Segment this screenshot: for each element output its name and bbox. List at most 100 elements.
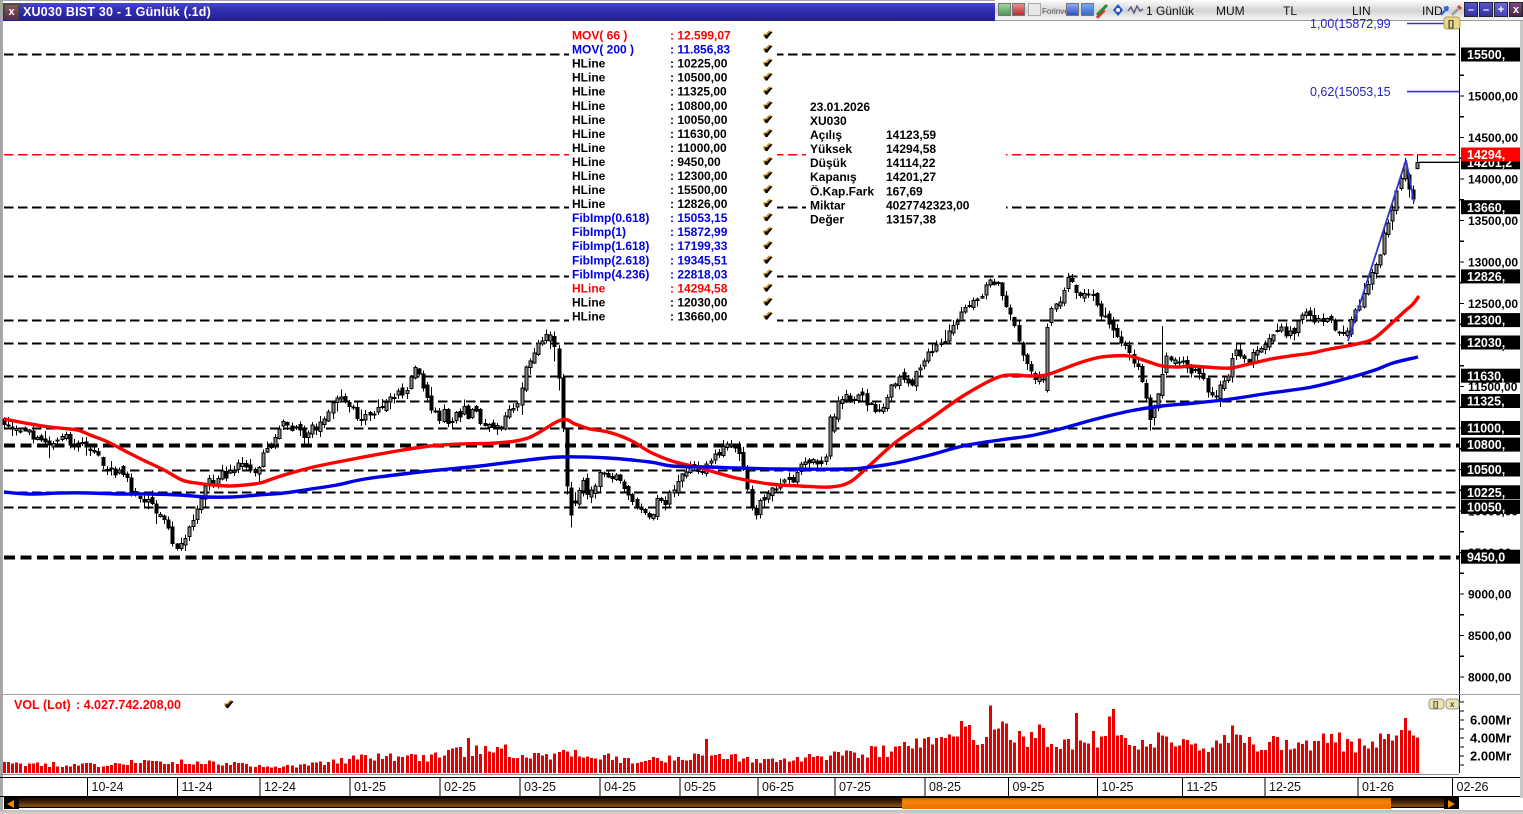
svg-text:HLine: HLine <box>572 281 606 295</box>
svg-text:: 10800,00: : 10800,00 <box>670 99 728 113</box>
svg-text:✔: ✔ <box>762 196 772 210</box>
svg-text:Kapanış: Kapanış <box>810 170 857 184</box>
svg-text:✔: ✔ <box>764 183 774 197</box>
svg-text:✔: ✔ <box>762 56 772 70</box>
svg-text:10500,: 10500, <box>1467 463 1505 477</box>
svg-text:: 17199,33: : 17199,33 <box>670 239 728 253</box>
svg-text:✔: ✔ <box>225 698 235 712</box>
svg-text:Değer: Değer <box>810 212 844 226</box>
svg-text:HLine: HLine <box>572 183 606 197</box>
svg-text:✔: ✔ <box>762 154 772 168</box>
svg-text:: 12.599,07: : 12.599,07 <box>670 29 731 43</box>
svg-text:✔: ✔ <box>762 140 772 154</box>
svg-text:x: x <box>1450 700 1455 709</box>
svg-text:: 22818,03: : 22818,03 <box>670 267 728 281</box>
svg-text:✔: ✔ <box>223 697 233 711</box>
svg-text:Açılış: Açılış <box>810 128 842 142</box>
svg-text:23.01.2026: 23.01.2026 <box>810 100 870 114</box>
svg-text:XU030: XU030 <box>810 114 847 128</box>
svg-text:01-26: 01-26 <box>1362 780 1394 794</box>
svg-text:✔: ✔ <box>762 98 772 112</box>
svg-text:03-25: 03-25 <box>524 780 556 794</box>
svg-text:02-26: 02-26 <box>1457 780 1489 794</box>
svg-text:✔: ✔ <box>764 169 774 183</box>
svg-text:10-24: 10-24 <box>92 780 124 794</box>
svg-text:14294,58: 14294,58 <box>886 142 936 156</box>
svg-text:FibImp(1.618): FibImp(1.618) <box>572 239 649 253</box>
svg-text:02-25: 02-25 <box>444 780 476 794</box>
svg-text:10800,: 10800, <box>1467 438 1505 452</box>
svg-text:✔: ✔ <box>764 155 774 169</box>
svg-text:HLine: HLine <box>572 155 606 169</box>
svg-text:: 10050,00: : 10050,00 <box>670 113 728 127</box>
svg-text:: 10500,00: : 10500,00 <box>670 71 728 85</box>
svg-text:14114,22: 14114,22 <box>886 156 936 170</box>
svg-text:✔: ✔ <box>764 239 774 253</box>
svg-text:Ö.Kap.Fark: Ö.Kap.Fark <box>810 183 874 198</box>
svg-text:0,62(15053,15: 0,62(15053,15 <box>1310 85 1391 99</box>
svg-text:15000,00: 15000,00 <box>1468 90 1518 104</box>
svg-text:Yüksek: Yüksek <box>810 142 852 156</box>
svg-text:14294,: 14294, <box>1467 148 1505 162</box>
svg-text:✔: ✔ <box>762 294 772 308</box>
svg-text:12300,: 12300, <box>1467 314 1505 328</box>
svg-text:09-25: 09-25 <box>1013 780 1045 794</box>
svg-text:12500,00: 12500,00 <box>1468 297 1518 311</box>
svg-text:6.00Mr: 6.00Mr <box>1470 713 1511 728</box>
svg-text:: 4.027.742.208,00: : 4.027.742.208,00 <box>76 698 181 712</box>
svg-text:✔: ✔ <box>764 310 774 324</box>
svg-text:11000,: 11000, <box>1467 422 1505 436</box>
svg-text:HLine: HLine <box>572 310 606 324</box>
svg-text:✔: ✔ <box>764 57 774 71</box>
svg-text:2.00Mr: 2.00Mr <box>1470 749 1511 764</box>
svg-text:✔: ✔ <box>762 126 772 140</box>
svg-text:✔: ✔ <box>762 252 772 266</box>
svg-text:: 11630,00: : 11630,00 <box>670 127 727 141</box>
svg-text:: 14294,58: : 14294,58 <box>670 281 728 295</box>
svg-text:: 19345,51: : 19345,51 <box>670 253 728 267</box>
svg-text:13000,00: 13000,00 <box>1468 256 1518 270</box>
svg-text:13660,: 13660, <box>1467 201 1505 215</box>
svg-text:: 15500,00: : 15500,00 <box>670 183 728 197</box>
svg-text:FibImp(0.618): FibImp(0.618) <box>572 211 649 225</box>
svg-text:14123,59: 14123,59 <box>886 128 936 142</box>
svg-text:✔: ✔ <box>764 267 774 281</box>
svg-text:11630,: 11630, <box>1467 369 1505 383</box>
svg-text:HLine: HLine <box>572 71 606 85</box>
svg-text:1,00(15872,99: 1,00(15872,99 <box>1310 17 1391 31</box>
svg-text:13157,38: 13157,38 <box>886 212 936 226</box>
svg-text:HLine: HLine <box>572 113 606 127</box>
svg-text:12826,: 12826, <box>1467 270 1505 284</box>
svg-text:08-25: 08-25 <box>929 780 961 794</box>
svg-text:10225,: 10225, <box>1467 486 1505 500</box>
svg-text:FibImp(4.236): FibImp(4.236) <box>572 267 649 281</box>
svg-text:✔: ✔ <box>762 42 772 56</box>
svg-text:10-25: 10-25 <box>1102 780 1134 794</box>
svg-text:HLine: HLine <box>572 85 606 99</box>
svg-text:✔: ✔ <box>764 197 774 211</box>
svg-text:✔: ✔ <box>762 168 772 182</box>
svg-text:HLine: HLine <box>572 99 606 113</box>
svg-text:: 12300,00: : 12300,00 <box>670 169 728 183</box>
svg-text:✔: ✔ <box>762 84 772 98</box>
svg-text:04-25: 04-25 <box>604 780 636 794</box>
svg-text:✔: ✔ <box>762 210 772 224</box>
svg-text:✔: ✔ <box>762 28 772 42</box>
svg-text:14500,00: 14500,00 <box>1468 131 1518 145</box>
svg-text:HLine: HLine <box>572 197 606 211</box>
svg-text:VOL (Lot): VOL (Lot) <box>14 698 71 712</box>
svg-text:12-25: 12-25 <box>1269 780 1301 794</box>
svg-text:✔: ✔ <box>764 113 774 127</box>
svg-text:[]: [] <box>1448 19 1454 29</box>
svg-text:: 9450,00: : 9450,00 <box>670 155 721 169</box>
svg-text:✔: ✔ <box>764 281 774 295</box>
svg-text:FibImp(1): FibImp(1) <box>572 225 626 239</box>
svg-text:: 12826,00: : 12826,00 <box>670 197 728 211</box>
svg-text:4027742323,00: 4027742323,00 <box>886 198 970 212</box>
svg-text:✔: ✔ <box>764 127 774 141</box>
svg-text:13500,00: 13500,00 <box>1468 214 1518 228</box>
svg-text:11-25: 11-25 <box>1187 780 1218 794</box>
svg-text:14201,27: 14201,27 <box>886 170 936 184</box>
svg-text:✔: ✔ <box>764 85 774 99</box>
svg-text:8000,00: 8000,00 <box>1468 671 1512 685</box>
